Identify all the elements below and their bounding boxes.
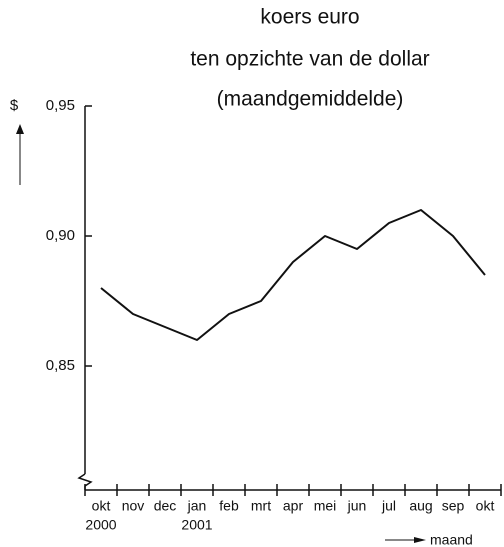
x-tick-label: feb bbox=[219, 498, 239, 514]
x-tick-label: jan bbox=[187, 498, 207, 514]
x-arrow bbox=[385, 537, 426, 543]
x-tick-label: okt bbox=[92, 498, 111, 514]
y-arrow bbox=[16, 124, 24, 185]
x-tick-label: dec bbox=[154, 498, 177, 514]
year-label: 2001 bbox=[181, 517, 212, 533]
x-tick-label: mrt bbox=[251, 498, 271, 514]
x-tick-label: jul bbox=[381, 498, 396, 514]
x-tick-label: apr bbox=[283, 498, 304, 514]
year-label: 2000 bbox=[85, 517, 116, 533]
chart-title: (maandgemiddelde) bbox=[217, 88, 404, 111]
x-tick-label: aug bbox=[409, 498, 432, 514]
x-tick-label: nov bbox=[122, 498, 145, 514]
y-tick-label: 0,95 bbox=[46, 97, 75, 114]
x-tick-label: sep bbox=[442, 498, 465, 514]
x-axis-label: maand bbox=[430, 532, 473, 547]
chart-title: ten opzichte van de dollar bbox=[190, 48, 429, 71]
y-tick-label: 0,90 bbox=[46, 227, 75, 244]
y-tick-label: 0,85 bbox=[46, 357, 75, 374]
x-tick-label: okt bbox=[476, 498, 495, 514]
y-axis-label: $ bbox=[10, 97, 19, 114]
chart-title: koers euro bbox=[260, 6, 359, 29]
line-series bbox=[100, 209, 486, 341]
x-tick-label: mei bbox=[314, 498, 337, 514]
x-tick-label: jun bbox=[347, 498, 367, 514]
